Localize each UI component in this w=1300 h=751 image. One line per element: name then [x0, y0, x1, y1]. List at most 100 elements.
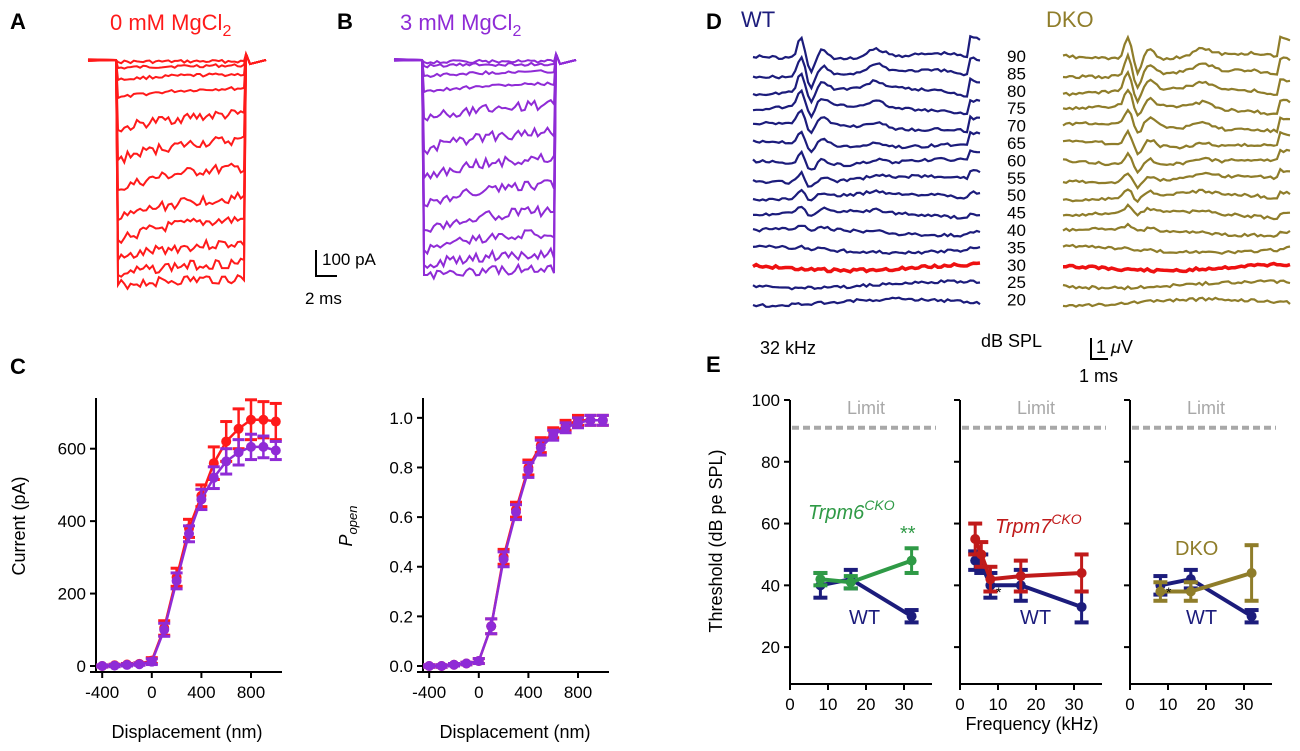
abr-level-label: 25 — [1007, 273, 1026, 292]
e-data-point — [1246, 611, 1257, 622]
c2-ylabel-main: P — [336, 534, 356, 546]
fit-line — [102, 445, 277, 668]
abr-level-label: 40 — [1007, 221, 1026, 240]
e-data-point — [906, 555, 917, 566]
data-point — [560, 422, 571, 433]
panel-letter-b: B — [337, 9, 353, 34]
current-trace — [393, 53, 577, 122]
current-trace — [87, 53, 267, 278]
trpm7-star: * — [996, 584, 1002, 600]
e-y-tick-label: 80 — [761, 453, 780, 472]
data-point — [146, 656, 157, 667]
trpm7-label: Trpm7CKO — [995, 511, 1082, 538]
abr-level-label: 55 — [1007, 169, 1026, 188]
abr-trace — [752, 71, 981, 105]
data-point — [246, 414, 256, 425]
scale-bar-b: 100 pA 2 ms — [305, 250, 377, 308]
abr-trace — [1062, 243, 1291, 255]
data-point — [233, 447, 244, 458]
abr-dko-traces — [1062, 34, 1291, 308]
x-tick-label: 800 — [564, 683, 592, 702]
y-tick-label: 0 — [77, 657, 86, 676]
e-x-tick-label: 30 — [895, 695, 914, 714]
abr-trace — [752, 108, 981, 135]
e-data-point — [1185, 586, 1196, 597]
chart-current-vs-displacement: Current (pA) Displacement (nm) 0 200 400 60… — [9, 398, 282, 742]
data-point — [109, 660, 120, 671]
current-trace — [87, 53, 267, 245]
abr-trace — [1062, 167, 1291, 191]
data-point — [523, 464, 534, 475]
abr-trace — [752, 244, 981, 256]
current-trace — [393, 53, 577, 94]
abr-trace — [1062, 108, 1291, 134]
x-tick-label: 400 — [514, 683, 542, 702]
chart-abr-thresholds: Threshold (dB pe SPL) Frequency (kHz) 20… — [706, 391, 1276, 734]
e-wt-label-1: WT — [849, 607, 880, 629]
e-y-tick-label: 40 — [761, 576, 780, 595]
x-tick-label: -400 — [412, 683, 446, 702]
e-x-tick-label: 10 — [819, 695, 838, 714]
data-point — [171, 575, 182, 586]
e-data-point — [1076, 601, 1087, 612]
x-tick-label: 0 — [474, 683, 483, 702]
y-tick-label: 0.8 — [389, 458, 413, 477]
scale-bar-time-label: 2 ms — [305, 289, 342, 308]
panel-letter-c: C — [10, 354, 26, 379]
y-tick-label: 200 — [58, 585, 86, 604]
abr-trace — [1062, 279, 1291, 291]
e-annotations: Trpm6CKO ** WT Trpm7CKO WT * DKO WT * — [808, 497, 1218, 629]
current-trace — [87, 53, 267, 192]
e-data-point — [815, 574, 826, 585]
abr-trace — [1062, 296, 1291, 308]
data-point — [134, 659, 145, 670]
x-tick-label: -400 — [85, 683, 119, 702]
panel-letter-d: D — [706, 9, 722, 34]
abr-trace — [1062, 34, 1291, 77]
e-x-tick-label: 0 — [955, 695, 964, 714]
abr-level-label: 60 — [1007, 151, 1026, 170]
scale-bar-voltage-unit: V — [1121, 337, 1133, 357]
abr-level-label: 35 — [1007, 238, 1026, 257]
abr-level-label: 90 — [1007, 47, 1026, 66]
panel-letter-e: E — [706, 352, 721, 377]
abr-trace — [1062, 188, 1291, 204]
c1-ylabel: Current (pA) — [9, 476, 29, 575]
panel-b-title-subscript: 2 — [512, 23, 521, 40]
abr-level-label: 80 — [1007, 82, 1026, 101]
scale-bar-voltage-mu: μ — [1110, 337, 1121, 357]
c2-ylabel-subscript: open — [345, 506, 360, 535]
abr-level-label: 75 — [1007, 99, 1026, 118]
x-tick-label: 0 — [147, 683, 156, 702]
e-x-tick-label: 10 — [1159, 695, 1178, 714]
abr-trace — [1062, 88, 1291, 118]
data-point — [473, 656, 484, 667]
data-point — [573, 417, 583, 428]
scale-bar-d-lines — [1090, 338, 1108, 360]
panel-a-title-main: 0 mM MgCl — [110, 10, 222, 35]
data-point — [196, 494, 207, 505]
scale-bar-b-lines — [315, 250, 337, 277]
e-ylabel: Threshold (dB pe SPL) — [706, 449, 726, 632]
data-point — [535, 442, 546, 453]
current-trace — [393, 53, 577, 233]
data-point — [122, 659, 132, 670]
e-data-point — [976, 549, 987, 560]
trpm6-label-superscript: CKO — [864, 497, 894, 513]
abr-wt-label: WT — [741, 7, 775, 32]
data-point — [221, 456, 232, 467]
current-trace — [393, 50, 577, 66]
c2-ylabel: Popen — [336, 506, 360, 547]
e-data-point — [1076, 567, 1087, 578]
e-wt-label-3: WT — [1186, 607, 1217, 629]
abr-level-label: 30 — [1007, 256, 1026, 275]
data-point — [184, 528, 194, 539]
data-point — [424, 661, 435, 671]
data-point — [221, 436, 232, 447]
limit-label: Limit — [1017, 398, 1055, 418]
e-x-tick-label: 30 — [1065, 695, 1084, 714]
chart-popen-vs-displacement: Popen Displacement (nm) 0.0 0.2 0.4 0.6 0.8 1… — [336, 398, 609, 742]
y-tick-label: 0.2 — [389, 607, 413, 626]
current-trace — [393, 53, 577, 181]
current-trace — [87, 53, 267, 264]
